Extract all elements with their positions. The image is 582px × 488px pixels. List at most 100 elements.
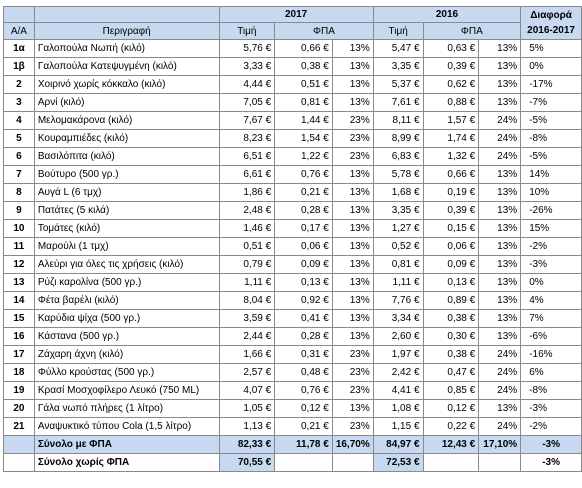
row-description: Πατάτες (5 κιλά) xyxy=(33,201,220,220)
row-rate-2017: 23% xyxy=(331,363,374,382)
row-rate-2016: 24% xyxy=(478,111,522,130)
row-vat-2016: 1,32 € xyxy=(422,147,480,166)
row-rate-2016: 13% xyxy=(478,309,522,328)
row-price-2016: 1,97 € xyxy=(372,345,424,364)
total-rate-2016: 17,10% xyxy=(478,435,522,454)
row-id: 7 xyxy=(3,165,35,184)
row-vat-2016: 0,19 € xyxy=(422,183,480,202)
row-price-2016: 8,11 € xyxy=(372,111,424,130)
row-rate-2016: 24% xyxy=(478,147,522,166)
row-price-2017: 7,67 € xyxy=(218,111,276,130)
row-rate-2017: 13% xyxy=(331,273,374,292)
row-vat-2017: 0,66 € xyxy=(274,39,333,58)
row-vat-2017: 0,09 € xyxy=(274,255,333,274)
row-description: Κρασί Μοσχοφίλερο Λευκό (750 ML) xyxy=(33,381,220,400)
total-diff: -3% xyxy=(520,435,582,454)
row-price-2016: 6,83 € xyxy=(372,147,424,166)
row-description: Φύλλο κρούστας (500 γρ.) xyxy=(33,363,220,382)
row-price-2017: 4,44 € xyxy=(218,75,276,94)
row-vat-2017: 0,13 € xyxy=(274,273,333,292)
header-price-2016: Τιμή xyxy=(372,22,424,40)
row-id: 3 xyxy=(3,93,35,112)
row-price-2017: 1,13 € xyxy=(218,417,276,436)
table-row: 17 Ζάχαρη άχνη (κιλό) 1,66 €0,31 €23% 1,97 … xyxy=(3,345,582,364)
row-vat-2017: 0,28 € xyxy=(274,327,333,346)
row-price-2017: 1,05 € xyxy=(218,399,276,418)
row-vat-2017: 0,76 € xyxy=(274,165,333,184)
row-description: Ρύζι καρολίνα (500 γρ.) xyxy=(33,273,220,292)
row-price-2016: 5,37 € xyxy=(372,75,424,94)
row-vat-2017: 1,22 € xyxy=(274,147,333,166)
row-id: 19 xyxy=(3,381,35,400)
total2-diff: -3% xyxy=(520,453,582,472)
row-description: Αρνί (κιλό) xyxy=(33,93,220,112)
row-rate-2016: 13% xyxy=(478,93,522,112)
table-row: 7 Βούτυρο (500 γρ.) 6,61 €0,76 €13% 5,78 €0… xyxy=(3,165,582,184)
row-rate-2016: 24% xyxy=(478,363,522,382)
row-description: Μαρούλι (1 τμχ) xyxy=(33,237,220,256)
row-description: Γάλα νωπό πλήρες (1 λίτρο) xyxy=(33,399,220,418)
row-rate-2016: 13% xyxy=(478,201,522,220)
header-aa: Α/Α xyxy=(3,22,35,40)
row-vat-2016: 0,39 € xyxy=(422,201,480,220)
row-vat-2016: 0,62 € xyxy=(422,75,480,94)
row-vat-2017: 0,51 € xyxy=(274,75,333,94)
row-rate-2016: 13% xyxy=(478,75,522,94)
header-year-2017: 2017 xyxy=(218,6,374,23)
row-id: 20 xyxy=(3,399,35,418)
total2-blank xyxy=(3,453,35,472)
table-row: 13 Ρύζι καρολίνα (500 γρ.) 1,11 €0,13 €13%… xyxy=(3,273,582,292)
table-row: 1α Γαλοπούλα Νωπή (κιλό) 5,76 €0,66 €13% 5,… xyxy=(3,39,582,58)
table-row: 16 Κάστανα (500 γρ.) 2,44 €0,28 €13% 2,60 €… xyxy=(3,327,582,346)
row-id: 15 xyxy=(3,309,35,328)
row-diff: -2% xyxy=(520,237,582,256)
row-rate-2016: 24% xyxy=(478,345,522,364)
row-price-2016: 7,76 € xyxy=(372,291,424,310)
total2-empty-b xyxy=(331,453,374,472)
row-price-2017: 0,79 € xyxy=(218,255,276,274)
table-row: 2 Χοιρινό χωρίς κόκκαλο (κιλό) 4,44 €0,51 … xyxy=(3,75,582,94)
row-price-2017: 1,86 € xyxy=(218,183,276,202)
row-price-2016: 3,35 € xyxy=(372,201,424,220)
row-diff: 15% xyxy=(520,219,582,238)
row-id: 1β xyxy=(3,57,35,76)
table-row: 9 Πατάτες (5 κιλά) 2,48 €0,28 €13% 3,35 €0,… xyxy=(3,201,582,220)
table-row: 5 Κουραμπιέδες (κιλό) 8,23 €1,54 €23% 8,99 … xyxy=(3,129,582,148)
row-rate-2017: 23% xyxy=(331,111,374,130)
table-row: 4 Μελομακάρονα (κιλό) 7,67 €1,44 €23% 8,11 … xyxy=(3,111,582,130)
row-id: 16 xyxy=(3,327,35,346)
table-row: 15 Καρύδια ψίχα (500 γρ.) 3,59 €0,41 €13% 3… xyxy=(3,309,582,328)
row-diff: -17% xyxy=(520,75,582,94)
header-blank-desc xyxy=(33,6,220,23)
row-id: 18 xyxy=(3,363,35,382)
row-price-2016: 4,41 € xyxy=(372,381,424,400)
row-rate-2017: 13% xyxy=(331,201,374,220)
header-row-columns: Α/Α Περιγραφή Τιμή ΦΠΑ Τιμή ΦΠΑ xyxy=(3,22,582,40)
row-price-2016: 7,61 € xyxy=(372,93,424,112)
row-rate-2017: 13% xyxy=(331,327,374,346)
row-vat-2016: 0,38 € xyxy=(422,345,480,364)
row-vat-2016: 0,12 € xyxy=(422,399,480,418)
row-price-2016: 1,27 € xyxy=(372,219,424,238)
row-rate-2017: 13% xyxy=(331,255,374,274)
total-price-2017: 82,33 € xyxy=(218,435,276,454)
row-rate-2016: 24% xyxy=(478,129,522,148)
row-diff: -26% xyxy=(520,201,582,220)
row-price-2016: 3,35 € xyxy=(372,57,424,76)
total-without-vat-row: Σύνολο χωρίς ΦΠΑ 70,55 € 72,53 € -3% xyxy=(3,453,582,472)
row-id: 9 xyxy=(3,201,35,220)
row-rate-2016: 13% xyxy=(478,399,522,418)
row-price-2016: 5,47 € xyxy=(372,39,424,58)
row-rate-2017: 23% xyxy=(331,417,374,436)
row-vat-2017: 0,12 € xyxy=(274,399,333,418)
row-rate-2017: 13% xyxy=(331,75,374,94)
row-vat-2017: 0,06 € xyxy=(274,237,333,256)
row-rate-2017: 13% xyxy=(331,39,374,58)
row-vat-2017: 0,38 € xyxy=(274,57,333,76)
row-vat-2016: 0,89 € xyxy=(422,291,480,310)
row-price-2016: 8,99 € xyxy=(372,129,424,148)
row-price-2016: 0,81 € xyxy=(372,255,424,274)
row-vat-2016: 0,88 € xyxy=(422,93,480,112)
total-blank xyxy=(3,435,35,454)
header-difference: Διαφορά 2016-2017 xyxy=(520,6,582,40)
